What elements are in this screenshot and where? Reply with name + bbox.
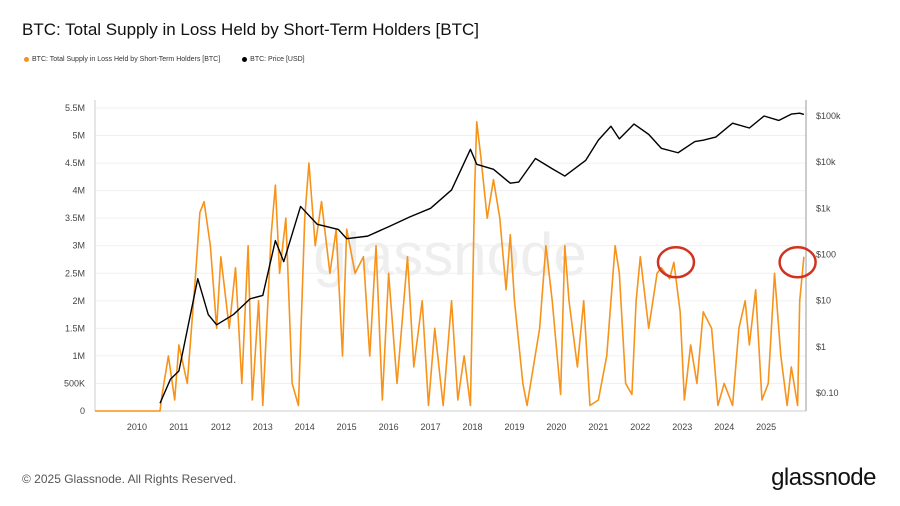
y-left-tick-label: 0 (80, 406, 85, 416)
y-left-tick-label: 5M (72, 131, 85, 141)
legend-label: BTC: Total Supply in Loss Held by Short-… (32, 56, 221, 63)
x-tick-label: 2020 (546, 422, 566, 432)
y-left-tick-label: 2M (72, 296, 85, 306)
legend-dot-orange (24, 56, 29, 62)
annotation-circle (778, 246, 817, 279)
x-tick-label: 2019 (504, 422, 524, 432)
legend: BTC: Total Supply in Loss Held by Short-… (24, 56, 305, 63)
y-left-tick-label: 3.5M (65, 213, 85, 223)
y-right-tick-label: $1k (816, 203, 831, 213)
x-tick-label: 2023 (672, 422, 692, 432)
x-tick-label: 2021 (588, 422, 608, 432)
price-line (159, 112, 805, 404)
x-tick-label: 2011 (169, 422, 188, 432)
x-tick-label: 2013 (253, 422, 273, 432)
y-right-tick-label: $1 (816, 342, 826, 352)
copyright: © 2025 Glassnode. All Rights Reserved. (22, 472, 237, 486)
x-tick-label: 2014 (295, 422, 315, 432)
supply-in-loss-line (95, 120, 805, 412)
chart-title: BTC: Total Supply in Loss Held by Short-… (22, 20, 479, 39)
y-left-tick-label: 4.5M (65, 158, 85, 168)
annotation-circle (656, 246, 696, 279)
x-tick-label: 2015 (337, 422, 357, 432)
y-right-tick-label: $10k (816, 157, 836, 167)
legend-label: BTC: Price [USD] (250, 56, 305, 63)
y-left-tick-label: 4M (72, 186, 85, 196)
watermark: glassnode (313, 221, 587, 288)
y-left-tick-label: 5.5M (65, 103, 85, 113)
y-right-tick-label: $100 (816, 250, 836, 260)
x-tick-label: 2012 (211, 422, 231, 432)
x-tick-label: 2022 (630, 422, 650, 432)
x-tick-label: 2016 (379, 422, 399, 432)
y-right-tick-label: $10 (816, 296, 831, 306)
legend-item-supply[interactable]: BTC: Total Supply in Loss Held by Short-… (24, 56, 220, 63)
y-left-tick-label: 500K (64, 378, 85, 388)
x-tick-label: 2025 (756, 422, 776, 432)
y-left-tick-label: 2.5M (65, 268, 85, 278)
y-right-tick-label: $0.10 (816, 388, 839, 398)
x-tick-label: 2024 (714, 422, 734, 432)
legend-item-price[interactable]: BTC: Price [USD] (242, 56, 305, 63)
legend-dot-black (242, 56, 248, 62)
glassnode-logo: glassnode (771, 464, 876, 491)
x-tick-label: 2017 (421, 422, 441, 432)
y-left-tick-label: 1.5M (65, 323, 85, 333)
y-left-tick-label: 1M (72, 351, 85, 361)
x-tick-label: 2018 (463, 422, 483, 432)
x-tick-label: 2010 (127, 422, 147, 432)
y-left-tick-label: 3M (72, 241, 85, 251)
y-right-tick-label: $100k (816, 111, 841, 121)
